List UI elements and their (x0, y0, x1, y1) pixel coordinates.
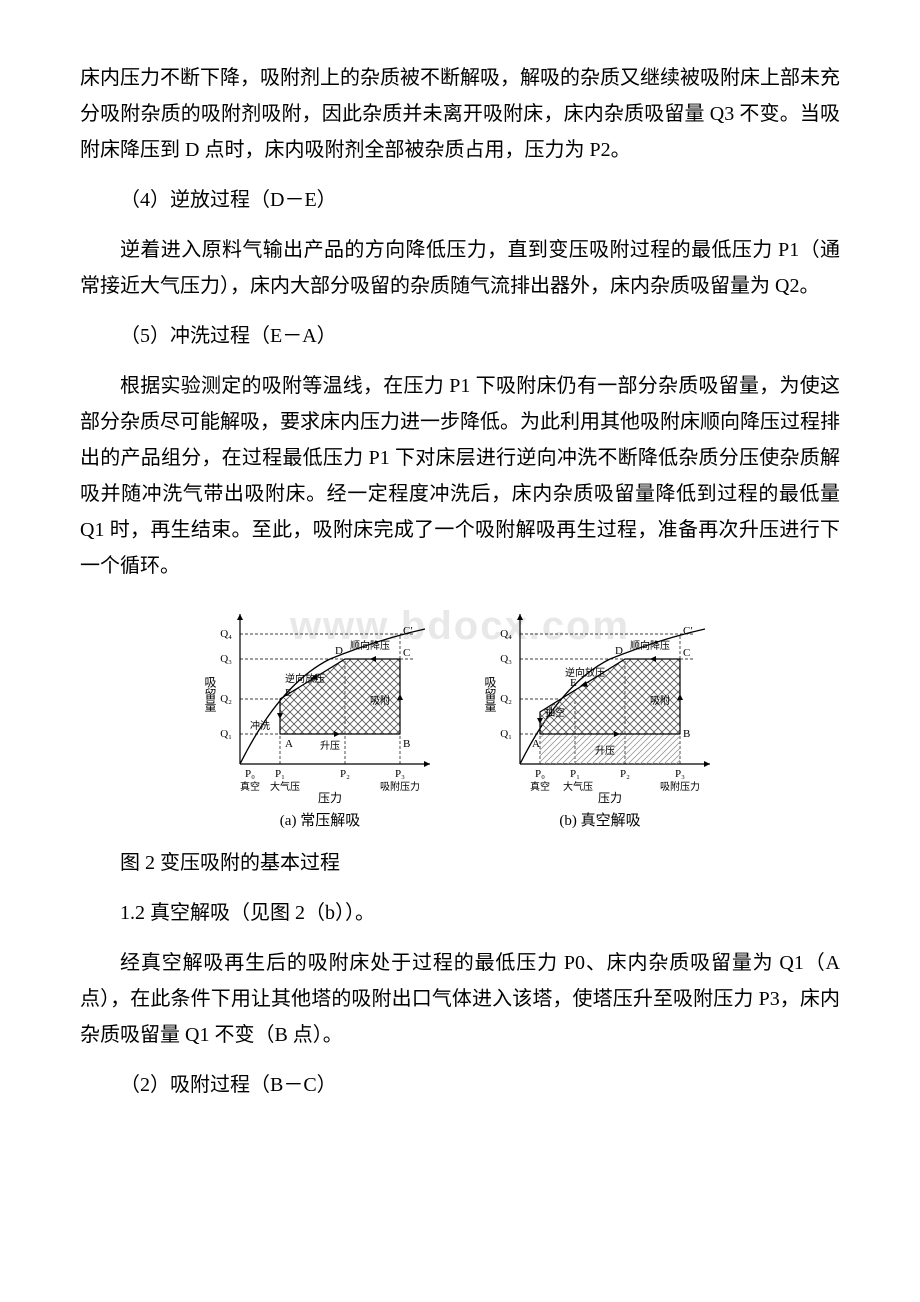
section-5-title: （5）冲洗过程（E－A） (80, 318, 840, 354)
point-b-b: B (683, 728, 690, 740)
xtick-p1-b: P₁ (570, 768, 580, 780)
subfigure-b-caption: (b) 真空解吸 (559, 808, 640, 835)
point-a-b: A (532, 738, 540, 750)
ytick-q2: Q₂ (220, 693, 232, 705)
xtick-p0: P₀ (245, 768, 255, 780)
section-4-body: 逆着进入原料气输出产品的方向降低压力，直到变压吸附过程的最低压力 P1（通常接近… (80, 232, 840, 304)
label-fwd: 顺向降压 (350, 639, 390, 652)
page-content: 床内压力不断下降，吸附剂上的杂质被不断解吸，解吸的杂质又继续被吸附床上部未充分吸… (80, 60, 840, 1103)
label-vac: 抽空 (545, 706, 565, 719)
point-e: E (285, 687, 292, 699)
point-a: A (285, 738, 293, 750)
point-b: B (403, 738, 410, 750)
label-wash: 冲洗 (250, 719, 270, 732)
xtick-p0-b: P₀ (535, 768, 545, 780)
ytick-q4: Q₄ (220, 628, 232, 640)
xsub-3: 吸附压力 (380, 780, 420, 793)
chart-a: A B C C′ D E 冲洗 升压 逆向放压 吸附 顺向降压 P₀ P₁ P₂… (190, 604, 450, 804)
xsub-3-b: 吸附压力 (660, 780, 700, 793)
xtick-p2: P₂ (340, 768, 350, 780)
point-d: D (335, 645, 343, 657)
chart-b: A B C C′ D E 抽空 升压 逆向放压 吸附 顺向降压 P₀ P₁ P₂… (470, 604, 730, 804)
label-fwd-b: 顺向降压 (630, 639, 670, 652)
xsub-0: 真空 (240, 780, 260, 793)
figure-2: A B C C′ D E 冲洗 升压 逆向放压 吸附 顺向降压 P₀ P₁ P₂… (80, 604, 840, 835)
xsub-1-b: 大气压 (563, 780, 593, 793)
point-cp: C′ (403, 625, 413, 637)
label-press-b: 升压 (595, 745, 615, 757)
section-5-body: 根据实验测定的吸附等温线，在压力 P1 下吸附床仍有一部分杂质吸留量，为使这部分… (80, 368, 840, 584)
section-12-body: 经真空解吸再生后的吸附床处于过程的最低压力 P0、床内杂质吸留量为 Q1（A 点… (80, 945, 840, 1053)
xtick-p3: P₃ (395, 768, 405, 780)
paragraph-intro: 床内压力不断下降，吸附剂上的杂质被不断解吸，解吸的杂质又继续被吸附床上部未充分吸… (80, 60, 840, 168)
subfigure-a-caption: (a) 常压解吸 (280, 808, 360, 835)
xtick-p2-b: P₂ (620, 768, 630, 780)
label-ads-b: 吸附 (650, 694, 670, 707)
ylabel-a: 吸留量 (203, 676, 217, 712)
point-c: C (403, 647, 410, 659)
xlabel-a: 压力 (318, 791, 342, 804)
ytick-q2-b: Q₂ (500, 693, 512, 705)
label-rev-b: 逆向放压 (565, 666, 605, 679)
label-ads: 吸附 (370, 694, 390, 707)
xtick-p1: P₁ (275, 768, 285, 780)
ytick-q1: Q₁ (220, 728, 232, 740)
point-c-b: C (683, 647, 690, 659)
label-press: 升压 (320, 740, 340, 752)
section-4-title: （4）逆放过程（D－E） (80, 182, 840, 218)
xsub-0-b: 真空 (530, 780, 550, 793)
subfigure-a: A B C C′ D E 冲洗 升压 逆向放压 吸附 顺向降压 P₀ P₁ P₂… (190, 604, 450, 835)
ytick-q3: Q₃ (220, 653, 232, 665)
xtick-p3-b: P₃ (675, 768, 685, 780)
figure-2-caption: 图 2 变压吸附的基本过程 (80, 845, 840, 881)
xsub-1: 大气压 (270, 780, 300, 793)
label-rev: 逆向放压 (285, 672, 325, 685)
xlabel-b: 压力 (598, 791, 622, 804)
point-cp-b: C′ (683, 625, 693, 637)
ytick-q3-b: Q₃ (500, 653, 512, 665)
ytick-q4-b: Q₄ (500, 628, 512, 640)
section-12-title: 1.2 真空解吸（见图 2（b））。 (80, 895, 840, 931)
section-2-title: （2）吸附过程（B－C） (80, 1067, 840, 1103)
ylabel-b: 吸留量 (483, 676, 497, 712)
subfigure-b: A B C C′ D E 抽空 升压 逆向放压 吸附 顺向降压 P₀ P₁ P₂… (470, 604, 730, 835)
ytick-q1-b: Q₁ (500, 728, 512, 740)
point-d-b: D (615, 645, 623, 657)
